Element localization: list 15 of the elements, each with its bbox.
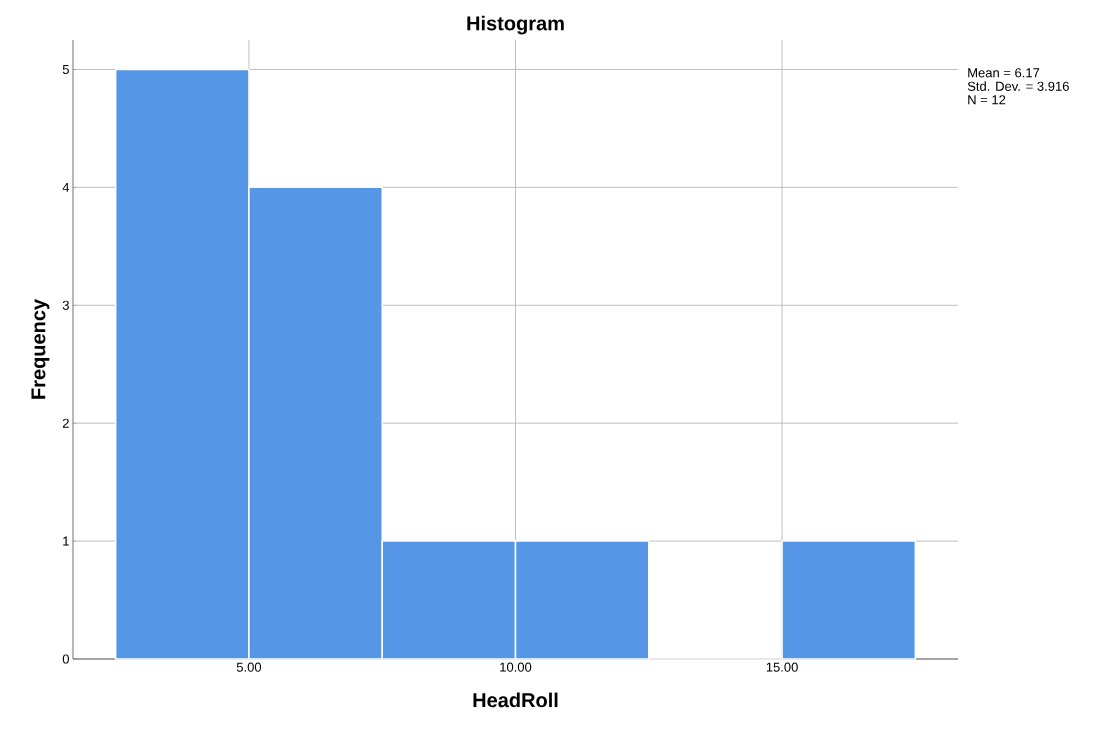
x-axis-title: HeadRoll (473, 692, 558, 708)
y-tick-label: 1 (63, 536, 69, 546)
x-tick-label: 15.00 (766, 662, 798, 672)
text: Mean = 6.17 (968, 68, 1040, 78)
y-tick-label: 2 (62, 418, 69, 428)
x-tick-label: 10.00 (500, 662, 532, 672)
y-axis-title: Frequency (31, 299, 50, 399)
y-tick-label: 0 (62, 654, 69, 664)
y-tick-label: 4 (62, 182, 70, 192)
x-tick-label: 5.00 (236, 662, 262, 672)
text: Std. Dev. = 3.916 (967, 81, 1069, 91)
text: N = 12 (968, 95, 1006, 105)
chart-title: Histogram (467, 15, 564, 35)
y-tick-label: 5 (62, 64, 69, 74)
y-tick-label: 3 (62, 300, 69, 310)
